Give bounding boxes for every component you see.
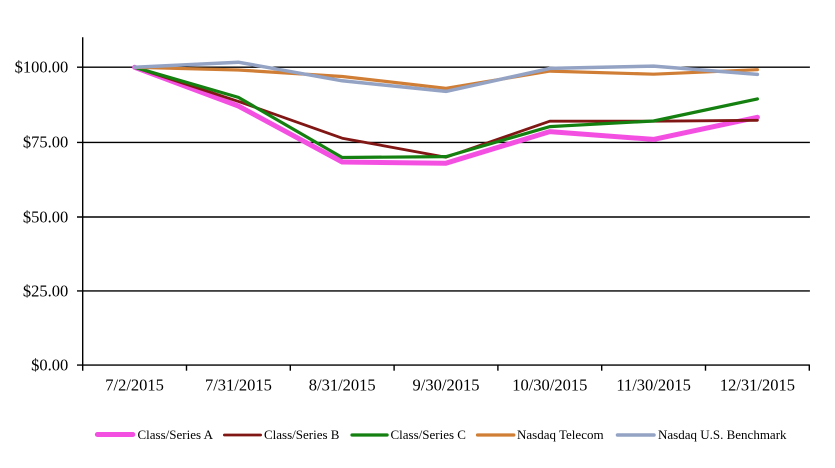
svg-text:11/30/2015: 11/30/2015 [616, 375, 691, 394]
svg-text:Nasdaq Telecom: Nasdaq Telecom [517, 427, 604, 442]
svg-text:Nasdaq U.S. Benchmark: Nasdaq U.S. Benchmark [658, 427, 787, 442]
svg-text:$75.00: $75.00 [23, 133, 68, 152]
svg-text:$0.00: $0.00 [31, 356, 68, 375]
svg-text:9/30/2015: 9/30/2015 [413, 375, 480, 394]
svg-text:Class/Series C: Class/Series C [391, 427, 466, 442]
svg-text:10/30/2015: 10/30/2015 [512, 375, 587, 394]
svg-text:$25.00: $25.00 [23, 281, 68, 300]
svg-text:$100.00: $100.00 [15, 58, 69, 77]
svg-text:Class/Series B: Class/Series B [264, 427, 340, 442]
svg-text:8/31/2015: 8/31/2015 [309, 375, 376, 394]
svg-text:Class/Series A: Class/Series A [138, 427, 214, 442]
svg-text:7/2/2015: 7/2/2015 [105, 375, 164, 394]
svg-text:$50.00: $50.00 [23, 207, 68, 226]
svg-text:7/31/2015: 7/31/2015 [205, 375, 272, 394]
svg-text:12/31/2015: 12/31/2015 [720, 375, 795, 394]
